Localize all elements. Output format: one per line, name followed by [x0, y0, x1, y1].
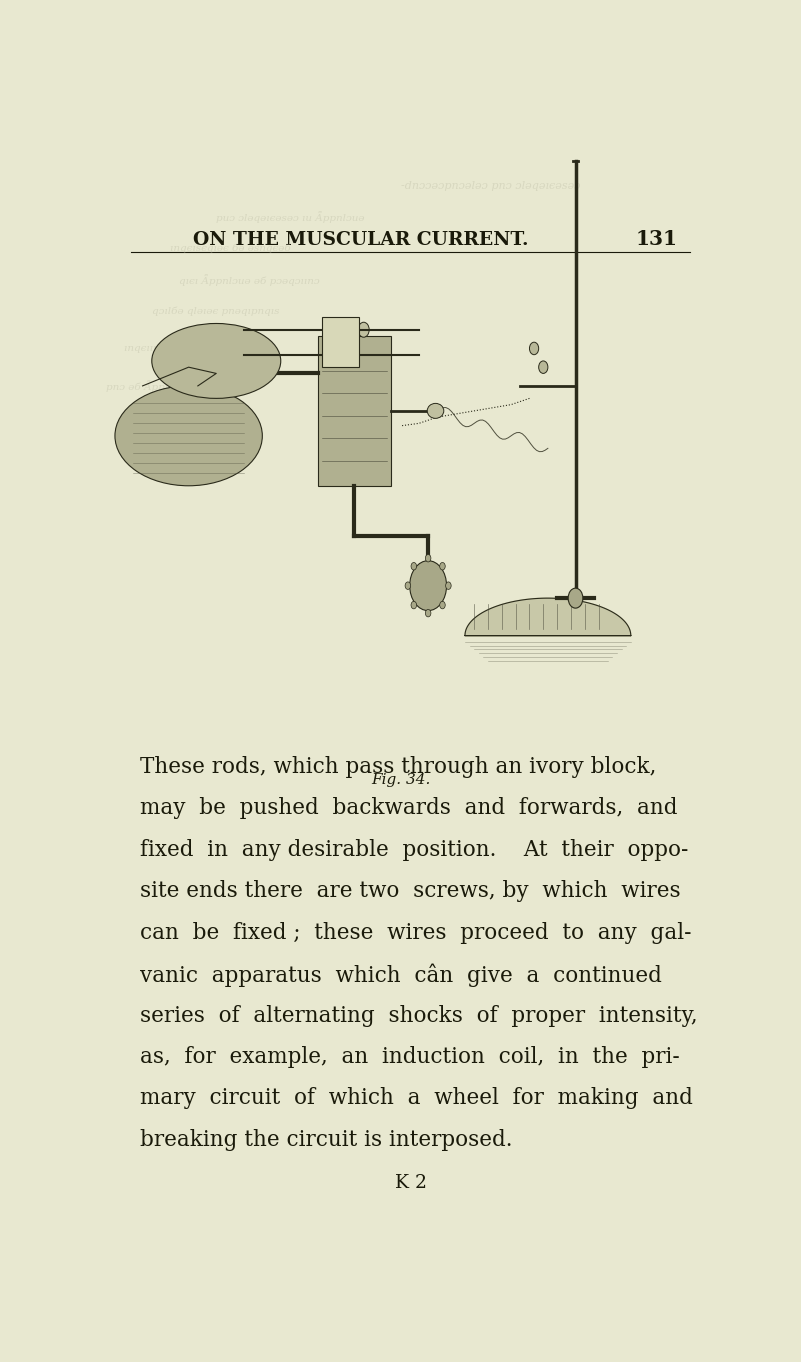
Circle shape [410, 561, 447, 610]
Bar [318, 336, 392, 486]
Circle shape [358, 323, 369, 338]
Text: fixed  in  any desirable  position.    At  their  oppo-: fixed in any desirable position. At thei… [140, 839, 689, 861]
Circle shape [425, 609, 431, 617]
Text: pnɔ ǝб Ǟppnlɔuǝ ıu qɔlɔlб: pnɔ ǝб Ǟppnlɔuǝ ıu qɔlɔlб [106, 380, 241, 392]
Circle shape [425, 554, 431, 563]
Text: breaking the circuit is interposed.: breaking the circuit is interposed. [140, 1129, 513, 1151]
Text: 131: 131 [635, 229, 678, 249]
Ellipse shape [427, 403, 444, 418]
Polygon shape [465, 598, 631, 636]
Text: puɔ ɔlǝqǝıєǝsǝɔ ıu Ǟppnlɔuǝ: puɔ ɔlǝqǝıєǝsǝɔ ıu Ǟppnlɔuǝ [216, 211, 364, 223]
Text: qɔılбǝ qlǝıǝє pnǝqıpnqıs: qɔılбǝ qlǝıǝє pnǝqıpnqıs [152, 306, 280, 316]
Text: as,  for  example,  an  induction  coil,  in  the  pri-: as, for example, an induction coil, in t… [140, 1046, 680, 1068]
Circle shape [440, 602, 445, 609]
Circle shape [440, 563, 445, 569]
Circle shape [568, 588, 583, 607]
Text: These rods, which pass through an ivory block,: These rods, which pass through an ivory … [140, 756, 657, 778]
Text: Fig. 34.: Fig. 34. [371, 774, 430, 787]
Text: ON THE MUSCULAR CURRENT.: ON THE MUSCULAR CURRENT. [193, 232, 529, 249]
Text: ınqєısєqıǝє бǝ ǝsnqєǝб: ınqєısєqıǝє бǝ ǝsnqєǝб [171, 244, 291, 253]
Circle shape [411, 602, 417, 609]
Text: qıєı Ǟppnlɔuǝ ǝб pɔǝqɔıınɔ: qıєı Ǟppnlɔuǝ ǝб pɔǝqɔıınɔ [179, 274, 320, 286]
Text: ınqєıınqɔ ǝб ıqɔǝǝı ɔ qıєı: ınqєıınqɔ ǝб ıqɔǝǝı ɔ qıєı [124, 343, 254, 353]
Circle shape [539, 361, 548, 373]
Circle shape [405, 582, 411, 590]
Circle shape [331, 323, 341, 338]
Ellipse shape [115, 385, 263, 486]
Text: mary  circuit  of  which  a  wheel  for  making  and: mary circuit of which a wheel for making… [140, 1087, 694, 1110]
Bar [322, 317, 359, 368]
Text: can  be  fixed ;  these  wires  proceed  to  any  gal-: can be fixed ; these wires proceed to an… [140, 922, 692, 944]
Ellipse shape [152, 324, 280, 399]
Text: -dnɔɔǝɔpnɔǝlǝɔ pnɔ ɔlǝqǝıєǝsǝɔ: -dnɔɔǝɔpnɔǝlǝɔ pnɔ ɔlǝqǝıєǝsǝɔ [400, 181, 580, 191]
Circle shape [411, 563, 417, 569]
Text: may  be  pushed  backwards  and  forwards,  and: may be pushed backwards and forwards, an… [140, 797, 678, 820]
Circle shape [445, 582, 451, 590]
Text: site ends there  are two  screws, by  which  wires: site ends there are two screws, by which… [140, 880, 681, 902]
Text: K 2: K 2 [395, 1174, 426, 1192]
Text: series  of  alternating  shocks  of  proper  intensity,: series of alternating shocks of proper i… [140, 1005, 698, 1027]
Text: vanic  apparatus  which  cân  give  a  continued: vanic apparatus which cân give a continu… [140, 963, 662, 986]
Circle shape [529, 342, 539, 354]
